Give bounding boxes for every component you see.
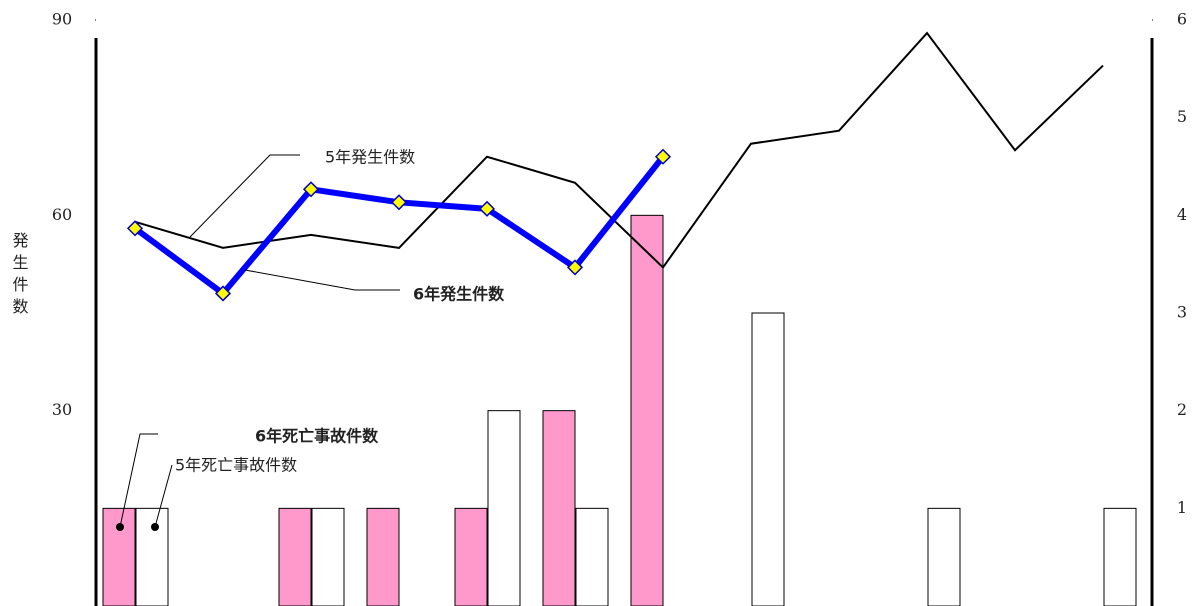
bar	[487, 410, 521, 606]
y-tick-label: 30	[52, 400, 72, 419]
y2-tick-label: 1	[1177, 498, 1187, 517]
leader-line	[119, 433, 158, 528]
legend-label: 5年発生件数	[325, 148, 415, 167]
y2-tick-label: 2	[1177, 400, 1187, 419]
line	[134, 31, 1104, 269]
bar	[278, 507, 312, 606]
y-tick-label: 60	[52, 205, 72, 224]
y2-tick-label: 4	[1177, 205, 1187, 224]
y2-tick-label: 6	[1177, 10, 1187, 29]
bar	[751, 312, 785, 606]
bar	[366, 507, 400, 606]
bar	[454, 507, 488, 606]
marker	[126, 220, 144, 237]
bar	[135, 507, 169, 606]
legend-label: 5年死亡事故件数	[175, 456, 297, 475]
leader-dot	[151, 523, 159, 531]
bar	[542, 410, 576, 606]
bar	[1103, 507, 1137, 606]
marker	[214, 285, 232, 302]
marker	[566, 259, 584, 276]
leader-line	[189, 154, 300, 238]
marker	[302, 181, 320, 198]
y-axis-title: 発生件数	[10, 232, 29, 320]
bar	[630, 214, 664, 606]
y-tick-label: 90	[52, 10, 72, 29]
line	[133, 154, 666, 298]
bar	[102, 507, 136, 606]
leader-line	[154, 464, 173, 528]
marker	[654, 148, 672, 165]
y2-tick-label: 3	[1177, 303, 1187, 322]
bar	[927, 507, 961, 606]
leader-line	[244, 269, 400, 291]
legend-label: 6年死亡事故件数	[255, 427, 379, 446]
y2-tick-label: 5	[1177, 107, 1187, 126]
leader-dot	[116, 523, 124, 531]
marker	[390, 194, 408, 211]
marker	[478, 200, 496, 217]
legend-label: 6年発生件数	[413, 285, 505, 304]
bar	[575, 507, 609, 606]
bar	[311, 507, 345, 606]
